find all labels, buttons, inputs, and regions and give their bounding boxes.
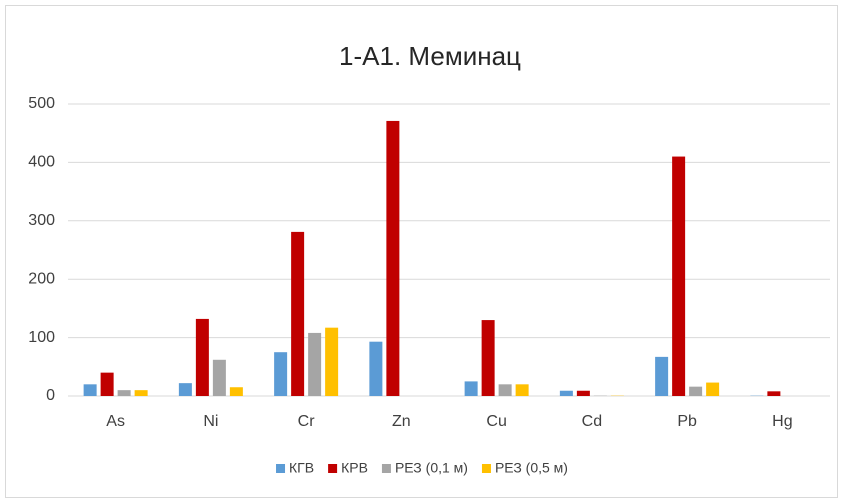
chart-border (5, 5, 838, 498)
bar (672, 156, 686, 396)
legend-label: КРВ (341, 460, 368, 476)
bar (498, 384, 512, 396)
bar (291, 231, 305, 396)
bar (195, 318, 209, 396)
y-tick-label: 100 (28, 329, 55, 346)
bar (274, 352, 288, 396)
legend-label: РЕЗ (0,5 м) (495, 460, 568, 476)
bar (767, 391, 781, 396)
bar (386, 120, 400, 396)
legend-swatch (328, 464, 338, 473)
bar (515, 384, 529, 396)
bar (325, 327, 339, 396)
bar (481, 320, 495, 396)
x-tick-label: As (106, 413, 125, 430)
legend-label: РЕЗ (0,1 м) (395, 460, 468, 476)
bar (655, 356, 669, 396)
y-tick-label: 400 (28, 154, 55, 171)
bar (689, 386, 703, 396)
x-tick-label: Cr (298, 413, 316, 430)
x-tick-label: Ni (203, 413, 218, 430)
y-tick-label: 300 (28, 212, 55, 229)
legend-swatch (381, 464, 391, 473)
bar (229, 387, 243, 396)
bar (178, 383, 192, 396)
legend-swatch (276, 464, 286, 473)
bar (83, 384, 97, 396)
bar (576, 390, 590, 396)
y-tick-label: 200 (28, 270, 55, 287)
bar (134, 390, 148, 396)
bar (706, 382, 720, 396)
bar (464, 381, 478, 396)
x-tick-label: Zn (392, 413, 411, 430)
legend-swatch (481, 464, 491, 473)
bar (308, 332, 322, 396)
bar (559, 390, 573, 396)
y-tick-label: 0 (46, 387, 55, 404)
x-tick-label: Hg (772, 413, 792, 430)
bar (369, 341, 383, 396)
bar (117, 390, 131, 396)
x-tick-label: Cd (582, 413, 602, 430)
y-tick-label: 500 (28, 95, 55, 112)
chart-title: 1-А1. Меминац (339, 41, 521, 71)
x-tick-label: Pb (677, 413, 697, 430)
x-tick-label: Cu (486, 413, 506, 430)
bar (100, 372, 114, 396)
legend-label: КГВ (289, 460, 314, 476)
bar (212, 359, 226, 396)
